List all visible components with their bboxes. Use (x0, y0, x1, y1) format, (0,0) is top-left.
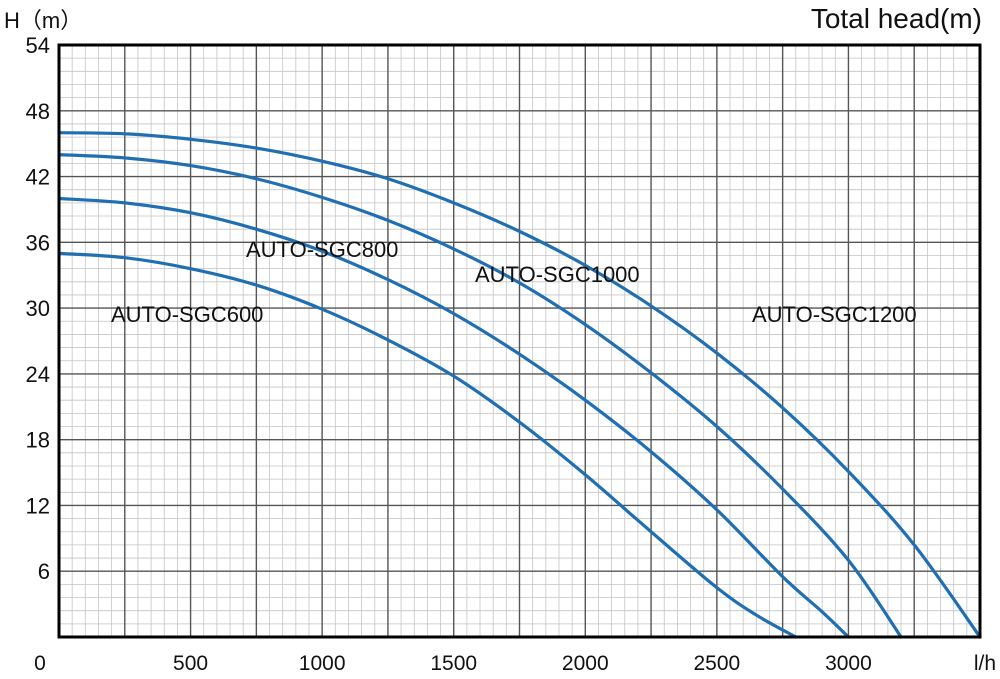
x-tick-label: 1500 (430, 652, 477, 675)
y-tick-label: 30 (26, 296, 50, 321)
curve-label-auto-sgc1000: AUTO-SGC1000 (475, 262, 640, 287)
x-tick-labels: 500 1000 1500 2000 2500 3000 (173, 652, 872, 675)
curve-auto-sgc600 (57, 251, 798, 639)
y-tick-label: 6 (38, 559, 50, 584)
y-tick-label: 42 (26, 165, 50, 190)
curve-label-auto-sgc600: AUTO-SGC600 (111, 302, 263, 327)
y-axis-label: H（m） (4, 8, 82, 33)
y-tick-label: 12 (26, 493, 50, 518)
chart-title: Total head(m) (811, 3, 982, 34)
y-tick-label: 48 (26, 99, 50, 124)
curve-label-auto-sgc800: AUTO-SGC800 (246, 237, 398, 262)
x-axis-label: l/h (974, 652, 996, 675)
x-origin-label: 0 (34, 652, 46, 675)
y-tick-label: 54 (26, 33, 50, 58)
curve-labels: AUTO-SGC600 AUTO-SGC800 AUTO-SGC1000 AUTO-S… (111, 237, 917, 327)
y-tick-label: 24 (26, 362, 50, 387)
x-tick-label: 2500 (693, 652, 740, 675)
curve-auto-sgc1000 (57, 153, 903, 639)
x-tick-label: 2000 (562, 652, 609, 675)
grid (59, 45, 980, 637)
x-tick-label: 3000 (825, 652, 872, 675)
y-tick-label: 18 (26, 428, 50, 453)
curves (57, 131, 982, 639)
x-tick-label: 1000 (299, 652, 346, 675)
curve-auto-sgc800 (57, 196, 851, 639)
curve-auto-sgc1200 (57, 131, 982, 639)
y-tick-label: 36 (26, 230, 50, 255)
y-tick-labels: 6 12 18 24 30 36 42 48 54 (26, 33, 50, 584)
curve-label-auto-sgc1200: AUTO-SGC1200 (752, 302, 917, 327)
x-tick-label: 500 (173, 652, 208, 675)
plot-frame (57, 43, 982, 639)
